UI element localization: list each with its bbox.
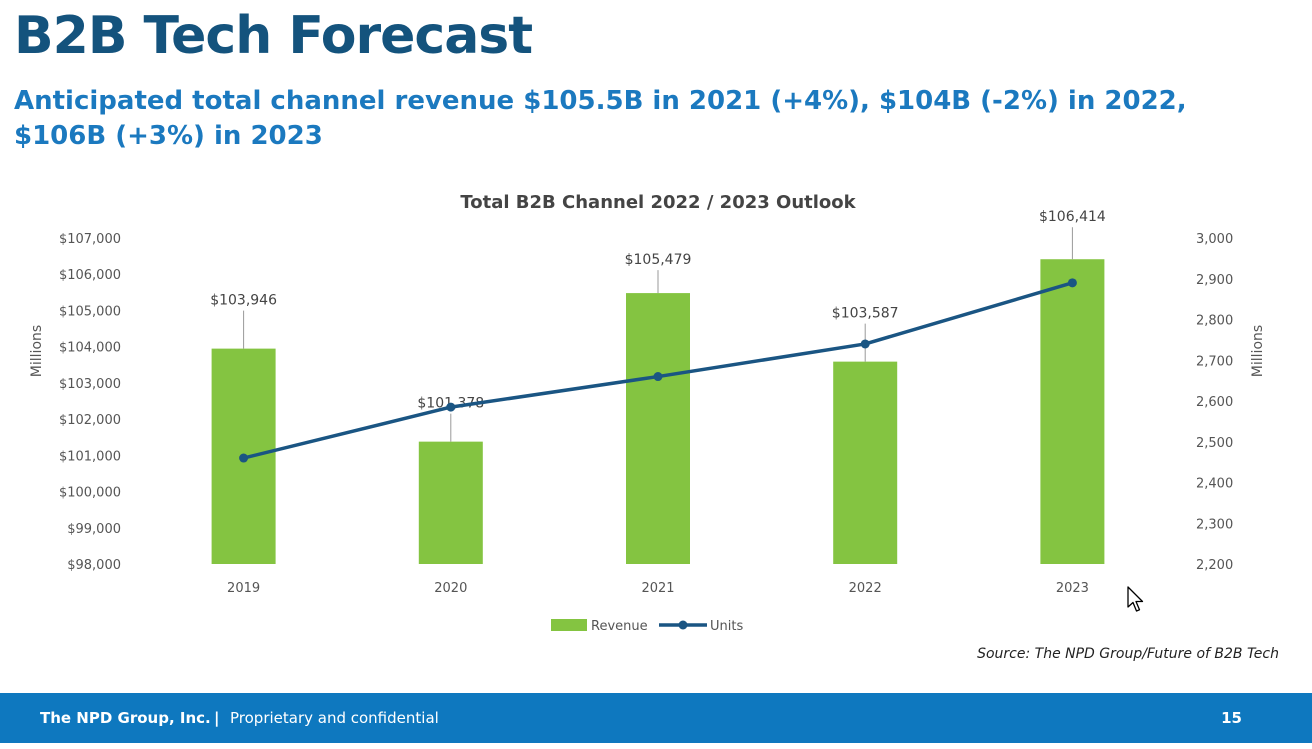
y-tick-label: $100,000 — [59, 486, 121, 501]
footer-confidential-note: Proprietary and confidential — [230, 709, 439, 727]
y2-tick-label: 2,900 — [1196, 273, 1233, 288]
y2-tick-label: 2,400 — [1196, 477, 1233, 492]
y2-tick-label: 2,700 — [1196, 354, 1233, 369]
revenue-data-label: $103,946 — [210, 293, 277, 309]
x-tick-label: 2022 — [849, 581, 882, 596]
revenue-bar — [418, 441, 483, 564]
revenue-bar — [626, 293, 690, 564]
legend-revenue-swatch — [551, 619, 587, 631]
page-number: 15 — [1221, 709, 1242, 727]
units-point — [653, 372, 663, 382]
y-tick-label: $99,000 — [67, 522, 121, 537]
units-point — [860, 339, 870, 349]
revenue-data-label: $106,414 — [1039, 209, 1106, 225]
source-note: Source: The NPD Group/Future of B2B Tech — [977, 646, 1279, 662]
y2-tick-label: 2,300 — [1196, 517, 1233, 532]
revenue-data-label: $103,587 — [832, 306, 899, 322]
y-tick-label: $107,000 — [59, 232, 121, 247]
units-point — [1067, 278, 1077, 288]
legend-units-marker — [678, 620, 688, 630]
y-tick-label: $103,000 — [59, 377, 121, 392]
units-point — [239, 453, 249, 463]
y-tick-label: $101,000 — [59, 449, 121, 464]
y2-tick-label: 2,200 — [1196, 558, 1233, 573]
chart-title: Total B2B Channel 2022 / 2023 Outlook — [460, 192, 856, 213]
y2-tick-label: 3,000 — [1196, 232, 1233, 247]
x-tick-label: 2021 — [641, 581, 674, 596]
revenue-units-chart: Total B2B Channel 2022 / 2023 Outlook $98… — [29, 192, 1266, 634]
y-tick-label: $105,000 — [59, 304, 121, 319]
footer-separator: | — [214, 709, 220, 727]
legend-revenue-label: Revenue — [591, 619, 648, 634]
y2-tick-label: 2,500 — [1196, 436, 1233, 451]
units-point — [446, 402, 456, 412]
slide-subtitle: Anticipated total channel revenue $105.5… — [14, 86, 1187, 151]
y2-tick-label: 2,800 — [1196, 314, 1233, 329]
legend-units-label: Units — [710, 619, 743, 634]
revenue-bar — [833, 361, 898, 564]
footer-company: The NPD Group, Inc. — [40, 709, 211, 727]
footer-bar: The NPD Group, Inc. | Proprietary and co… — [0, 693, 1312, 743]
revenue-data-label: $105,479 — [625, 252, 692, 268]
x-tick-label: 2020 — [434, 581, 467, 596]
slide-title: B2B Tech Forecast — [14, 6, 533, 66]
y-tick-label: $102,000 — [59, 413, 121, 428]
y-tick-label: $106,000 — [59, 268, 121, 283]
y2-tick-label: 2,600 — [1196, 395, 1233, 410]
x-tick-label: 2023 — [1056, 581, 1089, 596]
revenue-bar — [1040, 259, 1105, 564]
mouse-cursor-icon — [1127, 586, 1144, 612]
y-tick-label: $104,000 — [59, 341, 121, 356]
y-tick-label: $98,000 — [67, 558, 121, 573]
y2-axis-title: Millions — [1250, 325, 1266, 377]
x-tick-label: 2019 — [227, 581, 260, 596]
y-axis-title: Millions — [29, 325, 45, 377]
